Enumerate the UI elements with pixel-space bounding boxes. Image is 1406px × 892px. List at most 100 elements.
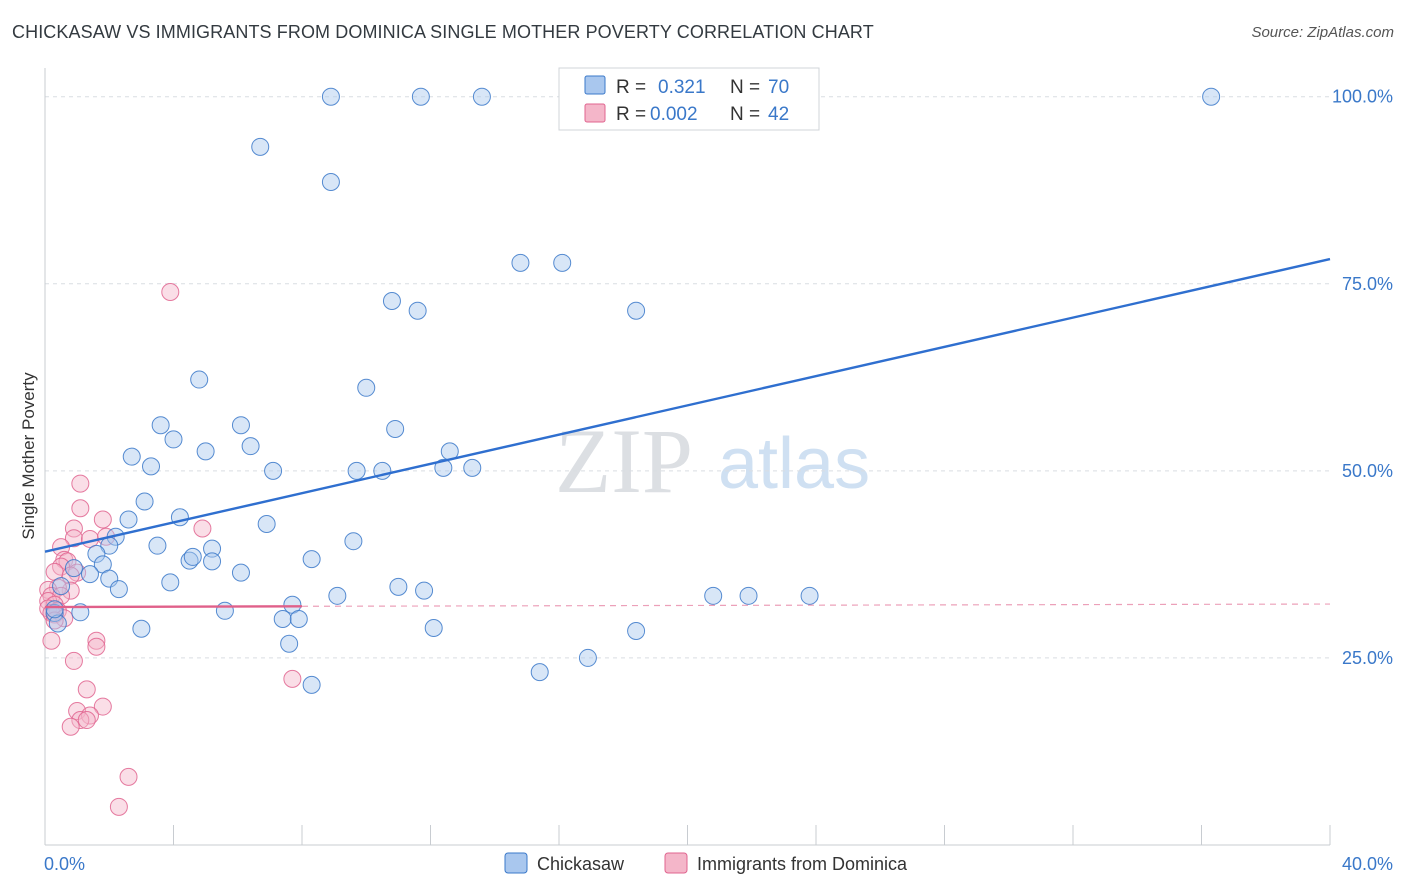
chickasaw-point [434,458,453,477]
chickasaw-point [151,416,170,435]
chickasaw-point [382,291,401,310]
y-tick-label: 50.0% [1342,461,1393,481]
chickasaw-point [231,563,250,582]
stats-swatch-chickasaw [584,75,606,95]
source-credit: Source: ZipAtlas.com [1251,24,1394,41]
chickasaw-point [148,536,167,555]
chickasaw-point [408,301,427,320]
chickasaw-point [389,577,408,596]
chickasaw-point [344,532,363,551]
legend-swatch-dominica [664,852,688,874]
chart-title: CHICKASAW VS IMMIGRANTS FROM DOMINICA SI… [12,22,874,42]
dominica-point [71,711,90,730]
dominica-point [77,711,96,730]
chickasaw-point [80,565,99,584]
chickasaw-point [87,544,106,563]
chickasaw-point [280,634,299,653]
stats-n-label-dominica: N = [730,104,760,125]
y-tick-label: 100.0% [1332,87,1393,107]
watermark-atlas: atlas [718,424,870,504]
chickasaw-point [302,550,321,569]
dominica-point [161,283,180,302]
chickasaw-point [64,559,83,578]
chickasaw-point [135,492,154,511]
chickasaw-point [321,87,340,106]
chickasaw-point [289,610,308,629]
chickasaw-point [142,457,161,476]
chickasaw-point [302,675,321,694]
x-axis-tick-labels: 0.0% 40.0% [44,854,1393,874]
chickasaw-point [251,137,270,156]
stats-box: R = 0.321 N = 70 R = 0.002 N = 42 [558,67,820,131]
y-tick-label: 25.0% [1342,648,1393,668]
stats-n-value-dominica: 42 [768,104,789,125]
dominica-point [109,797,128,816]
chickasaw-point [328,586,347,605]
chickasaw-point [203,552,222,571]
chickasaw-point [190,370,209,389]
chickasaw-point [241,437,260,456]
chickasaw-point [132,619,151,638]
dominica-point [61,717,80,736]
chickasaw-point [231,416,250,435]
dominica-point [42,631,61,650]
chickasaw-point [704,586,723,605]
dominica-point [193,519,212,538]
dominica-point [87,631,106,650]
x-tick-label: 40.0% [1342,854,1393,874]
dominica-trend-line [44,605,303,609]
chickasaw-trend-line [44,257,1331,553]
stats-r-value-dominica: 0.002 [650,104,698,125]
stats-n-value-chickasaw: 70 [768,77,789,98]
x-axis-ticks [44,825,1331,845]
stats-r-value-chickasaw: 0.321 [658,77,706,98]
dominica-point [119,767,138,786]
chickasaw-point [511,253,530,272]
series-dominica-points [39,283,302,816]
chickasaw-point [203,539,222,558]
y-tick-label: 75.0% [1342,274,1393,294]
chickasaw-point [52,577,71,596]
chickasaw-point [347,461,366,480]
y-axis-label: Single Mother Poverty [19,372,38,540]
chickasaw-point [1202,87,1221,106]
chickasaw-point [386,419,405,438]
chickasaw-point [164,430,183,449]
chickasaw-point [627,301,646,320]
chickasaw-point [45,604,64,623]
chickasaw-point [321,173,340,192]
chickasaw-point [109,580,128,599]
chickasaw-point [800,586,819,605]
chickasaw-point [122,447,141,466]
legend-label-chickasaw: Chickasaw [537,854,625,874]
chickasaw-point [45,600,64,619]
chickasaw-point [357,378,376,397]
legend: Chickasaw Immigrants from Dominica [504,852,908,874]
legend-swatch-chickasaw [504,852,528,874]
chickasaw-point [264,461,283,480]
dominica-point [93,697,112,716]
dominica-point [64,519,83,538]
chickasaw-point [739,586,758,605]
stats-n-label-chickasaw: N = [730,77,760,98]
chickasaw-point [415,581,434,600]
chickasaw-point [627,621,646,640]
dominica-point [93,510,112,529]
chickasaw-point [215,601,234,620]
stats-r-label-dominica: R = [616,104,646,125]
chickasaw-point [530,663,549,682]
chickasaw-point [553,253,572,272]
dominica-point [71,499,90,518]
dominica-point [71,474,90,493]
dominica-point [283,669,302,688]
watermark-zip: ZIP [555,410,693,512]
dominica-point [87,637,106,656]
chickasaw-point [257,514,276,533]
stats-r-label-chickasaw: R = [616,77,646,98]
y-axis-tick-labels: 25.0% 50.0% 75.0% 100.0% [1332,87,1393,668]
dominica-trend-extension [301,603,1331,607]
chickasaw-point [48,614,67,633]
stats-swatch-dominica [584,103,606,123]
chickasaw-point [161,573,180,592]
